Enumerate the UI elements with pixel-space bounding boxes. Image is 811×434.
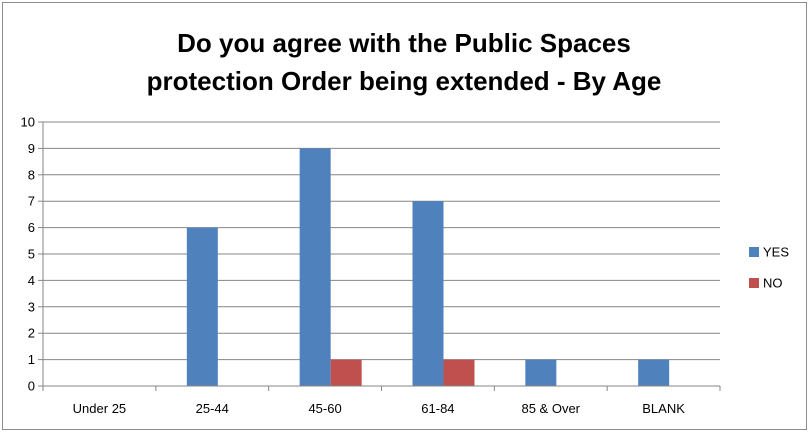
chart-title-line-2: protection Order being extended - By Age (147, 66, 662, 96)
y-tick-label: 0 (28, 379, 35, 394)
chart-frame (2, 2, 807, 430)
y-tick-label: 10 (21, 115, 35, 130)
legend-label-yes: YES (763, 245, 789, 260)
bar-yes (412, 201, 444, 386)
y-tick-label: 8 (28, 167, 35, 182)
x-tick-label: Under 25 (73, 401, 126, 416)
bar-yes (525, 359, 557, 386)
y-tick-label: 4 (28, 273, 35, 288)
x-tick-label: 45-60 (308, 401, 341, 416)
gridlines (43, 121, 720, 361)
y-tick-label: 6 (28, 220, 35, 235)
legend: YES NO (749, 245, 789, 291)
y-tick-label: 3 (28, 299, 35, 314)
y-tick-label: 7 (28, 194, 35, 209)
bar-yes (299, 148, 331, 386)
y-tick-label: 2 (28, 326, 35, 341)
bar-no (330, 359, 362, 386)
legend-label-no: NO (763, 276, 783, 291)
y-tick-label: 9 (28, 141, 35, 156)
legend-swatch-no (749, 278, 759, 288)
y-tick-label: 5 (28, 247, 35, 262)
bars (186, 148, 670, 386)
x-tick-label: 25-44 (196, 401, 229, 416)
legend-swatch-yes (749, 247, 759, 257)
chart-title-line-1: Do you agree with the Public Spaces (177, 28, 631, 58)
x-tick-label: 85 & Over (521, 401, 580, 416)
axes: 0 1 2 3 4 5 6 7 8 9 10 Under 25 25-44 45-60 61-84 85 & … (21, 115, 721, 416)
x-tick-label: BLANK (642, 401, 685, 416)
y-tick-label: 1 (28, 352, 35, 367)
bar-yes (186, 227, 218, 386)
x-tick-label: 61-84 (421, 401, 454, 416)
bar-yes (638, 359, 670, 386)
bar-no (443, 359, 475, 386)
